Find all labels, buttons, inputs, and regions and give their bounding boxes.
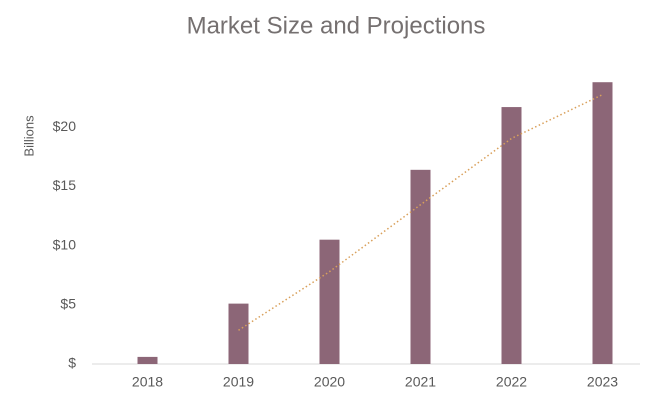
bar — [319, 239, 340, 364]
y-tick-label: $10 — [53, 236, 77, 252]
trendline — [238, 93, 603, 331]
chart-title: Market Size and Projections — [187, 12, 486, 39]
x-tick-label: 2018 — [132, 374, 163, 390]
bar — [501, 107, 522, 365]
y-tick-label: $5 — [60, 296, 76, 312]
bar — [592, 82, 613, 364]
y-axis-label: Billions — [21, 115, 36, 157]
x-tick-label: 2020 — [314, 374, 345, 390]
y-tick-label: $20 — [53, 118, 77, 134]
y-tick-label: $ — [68, 355, 76, 371]
x-tick-label: 2022 — [496, 374, 527, 390]
x-tick-label: 2021 — [405, 374, 436, 390]
bar — [228, 303, 249, 364]
bar — [137, 356, 158, 364]
y-tick-label: $15 — [53, 177, 77, 193]
x-tick-label: 2019 — [223, 374, 254, 390]
x-tick-label: 2023 — [587, 374, 618, 390]
bar — [410, 169, 431, 364]
